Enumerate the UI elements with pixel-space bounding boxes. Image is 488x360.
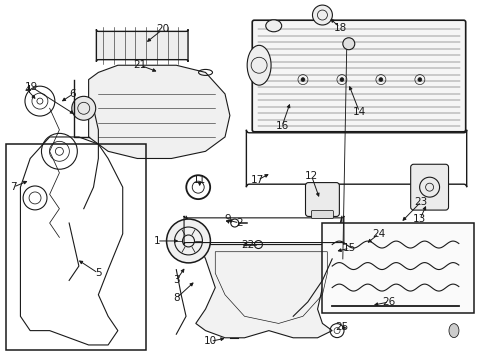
Text: 4: 4 — [24, 85, 31, 95]
Text: 23: 23 — [414, 197, 427, 207]
Text: 18: 18 — [333, 23, 346, 33]
Text: 26: 26 — [382, 297, 395, 307]
Circle shape — [417, 78, 421, 82]
Text: 15: 15 — [343, 243, 356, 253]
Text: 22: 22 — [241, 239, 254, 249]
Text: 24: 24 — [371, 229, 385, 239]
Text: 9: 9 — [224, 215, 230, 224]
Text: 17: 17 — [250, 175, 264, 185]
Text: 6: 6 — [70, 89, 76, 99]
Circle shape — [342, 38, 354, 50]
Text: 19: 19 — [24, 82, 38, 92]
Text: 13: 13 — [412, 215, 426, 224]
Text: 1: 1 — [153, 236, 160, 246]
Polygon shape — [88, 65, 229, 158]
Text: 3: 3 — [173, 275, 179, 285]
Text: 11: 11 — [193, 175, 206, 185]
Bar — [322, 223, 473, 313]
Circle shape — [300, 78, 305, 82]
Ellipse shape — [246, 45, 270, 85]
Text: 21: 21 — [133, 60, 146, 70]
Circle shape — [378, 78, 382, 82]
Text: 14: 14 — [352, 107, 366, 117]
Text: 7: 7 — [10, 182, 17, 192]
Circle shape — [339, 78, 343, 82]
Bar — [6, 144, 146, 350]
Text: 12: 12 — [305, 171, 318, 181]
Text: 25: 25 — [334, 322, 347, 332]
Circle shape — [312, 5, 332, 25]
Circle shape — [72, 96, 96, 120]
Ellipse shape — [448, 324, 458, 338]
Text: 2: 2 — [236, 218, 243, 228]
Polygon shape — [185, 216, 341, 338]
Text: 16: 16 — [275, 121, 288, 131]
FancyBboxPatch shape — [410, 164, 447, 210]
Text: 8: 8 — [173, 293, 179, 303]
Text: 5: 5 — [95, 268, 102, 278]
Circle shape — [166, 219, 210, 263]
Text: 10: 10 — [203, 336, 217, 346]
Text: 20: 20 — [156, 24, 169, 35]
FancyBboxPatch shape — [96, 30, 188, 62]
FancyBboxPatch shape — [305, 183, 339, 216]
FancyBboxPatch shape — [252, 20, 465, 132]
Ellipse shape — [265, 20, 281, 32]
FancyBboxPatch shape — [311, 211, 333, 219]
